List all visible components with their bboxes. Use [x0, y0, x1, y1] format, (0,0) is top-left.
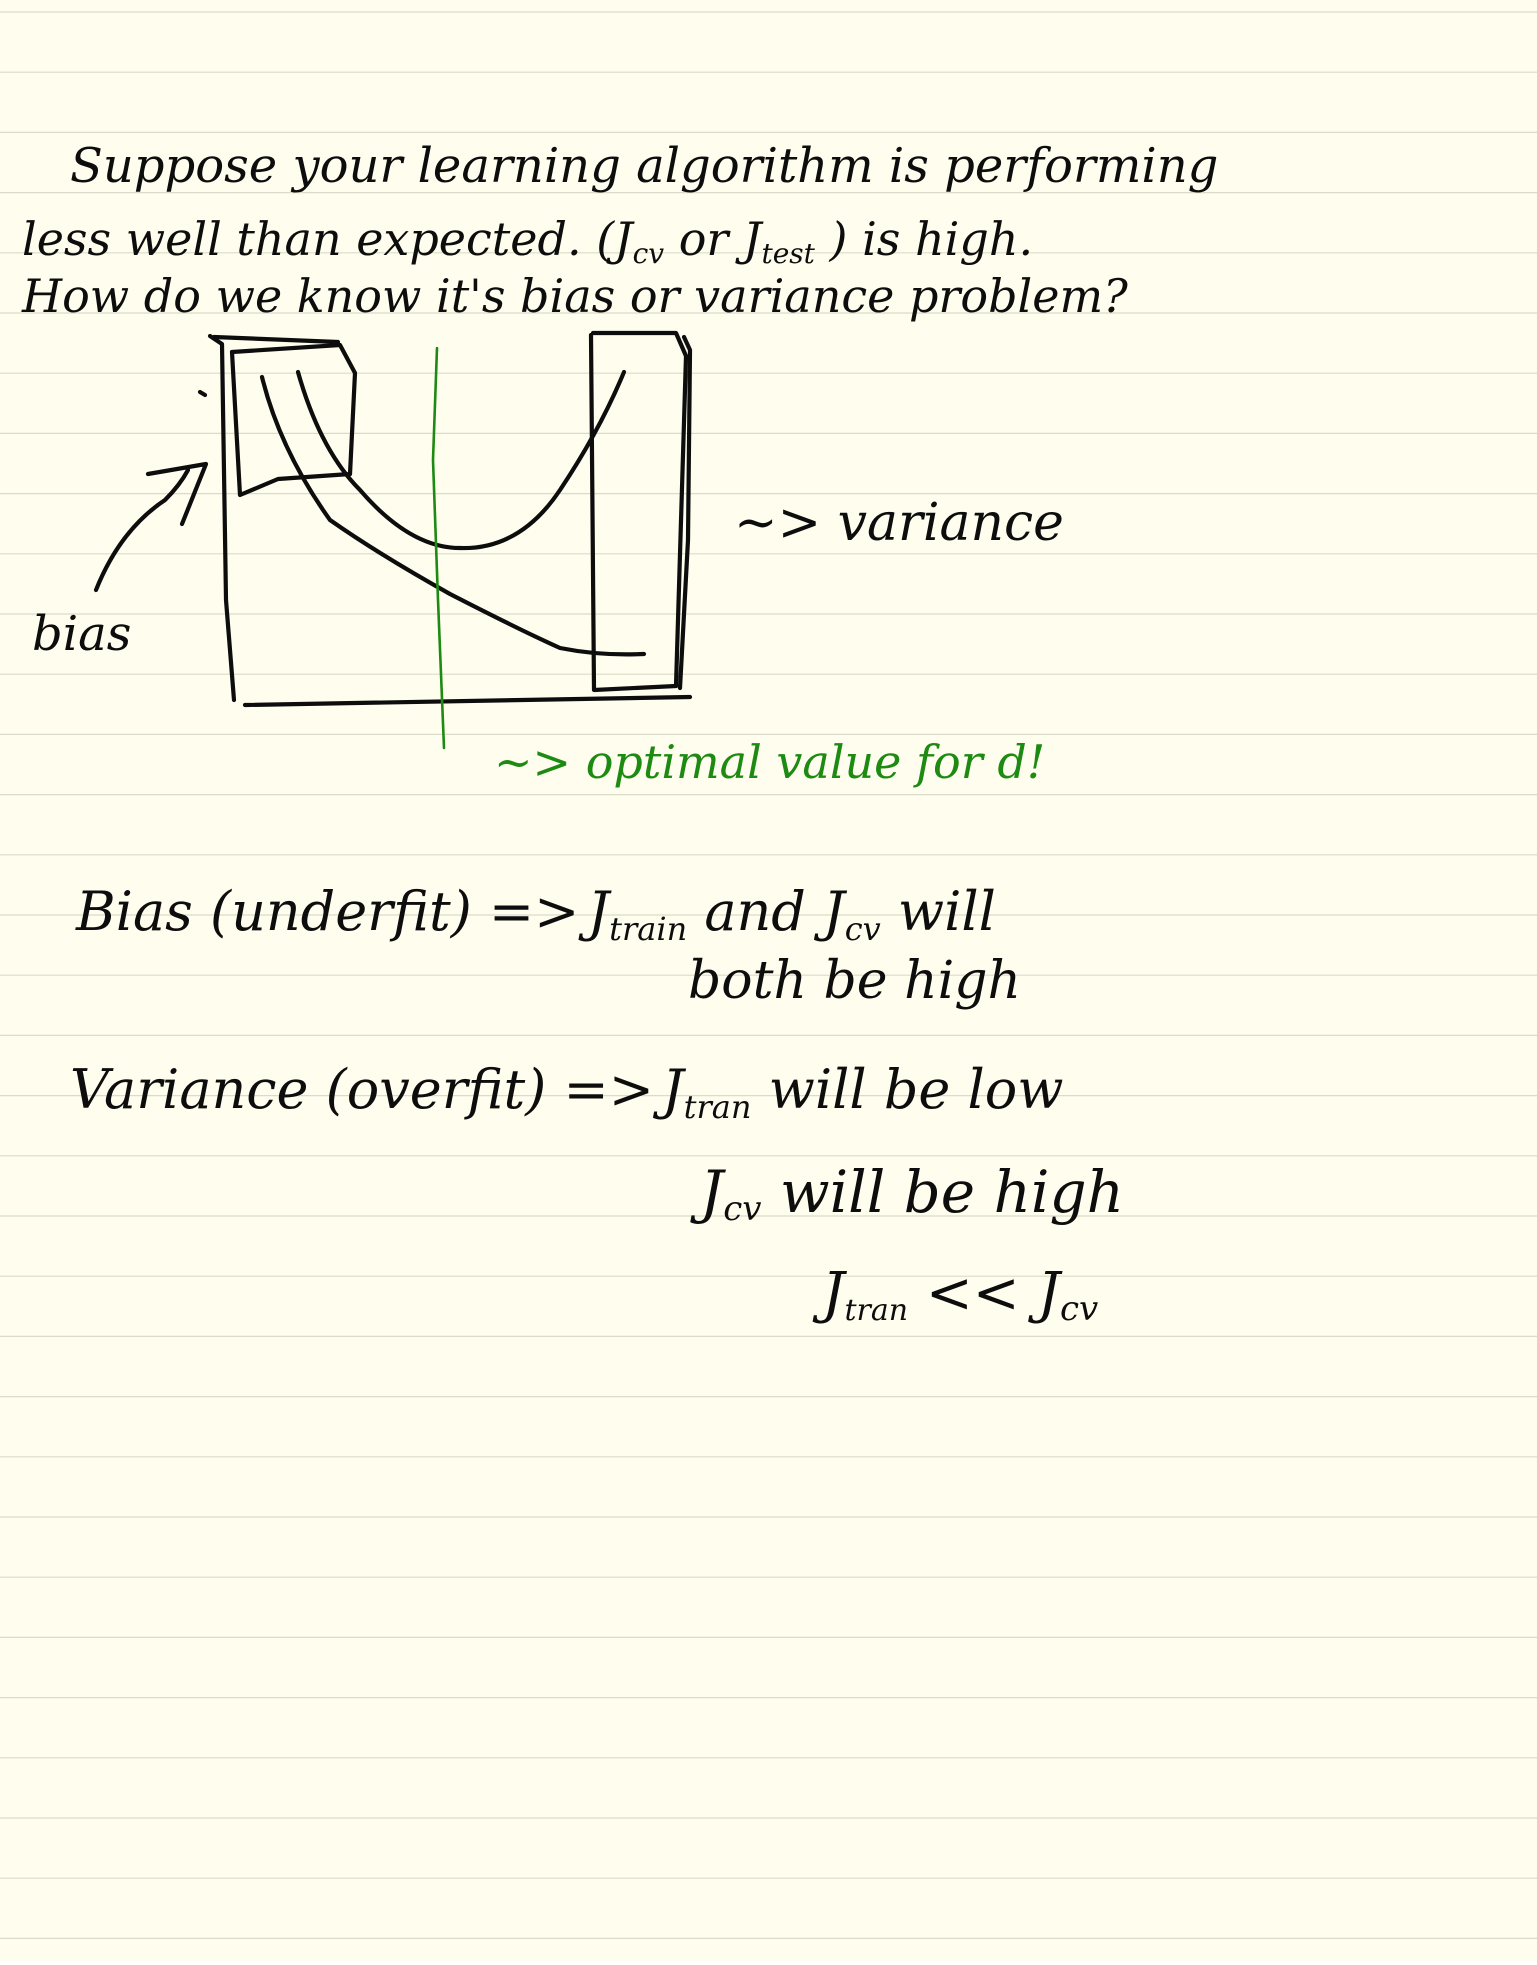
bias-variance-diagram: bias ~> variance ~> optimal value for d! — [32, 330, 1064, 789]
bias-arrow — [93, 467, 191, 593]
ruled-lines — [0, 11, 1537, 1940]
jtrain-curve — [259, 374, 647, 657]
jcv-curve — [295, 369, 627, 551]
y-axis — [207, 333, 237, 703]
optimal-value-label: ~> optimal value for d! — [494, 735, 1045, 789]
variance-note-line-1: Variance (overfit) => Jtran will be low — [70, 1058, 1064, 1126]
bias-note-line-2: both be high — [688, 951, 1021, 1011]
bias-note-line-1: Bias (underfit) => Jtrain and Jcv will — [75, 880, 996, 948]
variance-relation: Jtran << Jcv — [812, 1261, 1098, 1329]
variance-label: ~> variance — [734, 493, 1064, 553]
intro-line-3: How do we know it's bias or variance pro… — [21, 269, 1128, 323]
bias-label: bias — [32, 606, 131, 662]
intro-line-1: Suppose your learning algorithm is perfo… — [70, 138, 1218, 194]
intro-line-2: less well than expected. (Jcv or Jtest )… — [22, 212, 1033, 270]
axis-top-stroke — [211, 334, 341, 345]
variance-box-outer-edge — [677, 334, 693, 691]
x-axis — [242, 694, 693, 708]
bias-arrowhead — [145, 461, 209, 527]
variance-region-box — [588, 330, 689, 693]
y-axis-stub — [197, 389, 208, 398]
optimal-d-line — [431, 346, 446, 750]
bias-region-box — [229, 342, 358, 498]
variance-note-line-2: Jcv will be high — [690, 1158, 1124, 1229]
